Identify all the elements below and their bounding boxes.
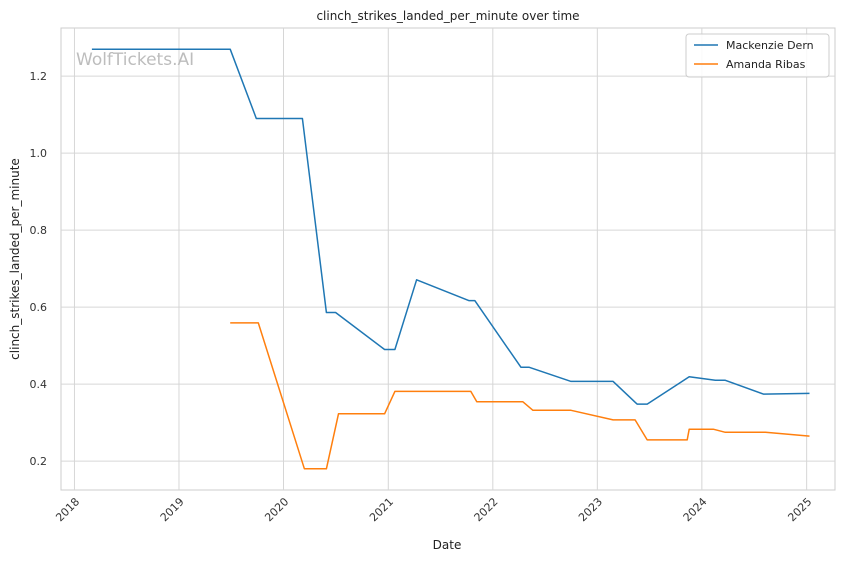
x-axis-label: Date	[433, 538, 462, 552]
y-axis-ticks: 0.2 0.4 0.6 0.8 1.0 1.2	[30, 70, 48, 468]
series-lines	[91, 48, 810, 470]
y-tick-label: 1.0	[30, 147, 48, 160]
y-axis-label: clinch_strikes_landed_per_minute	[8, 158, 22, 360]
watermark: WolfTickets.AI	[76, 50, 194, 70]
y-tick-label: 0.4	[30, 378, 48, 391]
chart-title: clinch_strikes_landed_per_minute over ti…	[316, 9, 579, 23]
series-line-1	[230, 322, 810, 470]
grid	[61, 28, 835, 490]
plot-area	[60, 27, 836, 491]
legend-label-0: Mackenzie Dern	[726, 39, 814, 52]
series-line-0	[91, 48, 810, 405]
y-tick-label: 0.8	[30, 224, 48, 237]
legend-box	[685, 33, 830, 78]
y-tick-label: 0.2	[30, 455, 48, 468]
y-tick-label: 1.2	[30, 70, 48, 83]
y-tick-label: 0.6	[30, 301, 48, 314]
legend-label-1: Amanda Ribas	[726, 58, 806, 71]
legend: Mackenzie Dern Amanda Ribas	[685, 33, 830, 78]
